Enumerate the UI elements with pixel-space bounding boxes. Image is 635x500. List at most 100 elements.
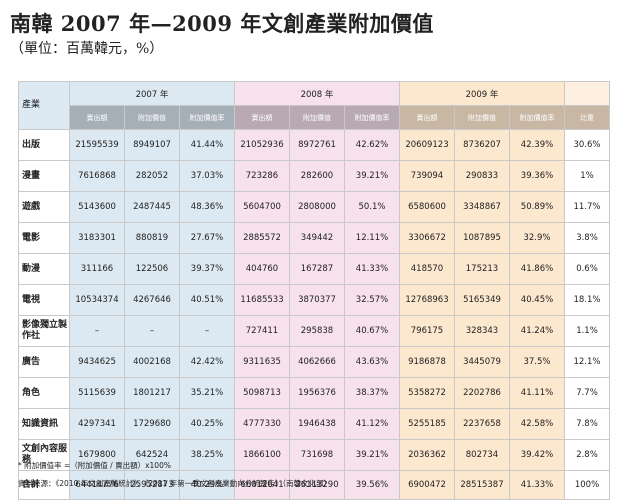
table-cell: 290833 [454,160,510,192]
row-label: 影像獨立製作社 [18,315,70,347]
value-added-header: 附加價值 [124,105,180,130]
table-cell: 41.33% [344,253,400,285]
table-cell: 42.58% [509,408,565,440]
table-cell: 282052 [124,160,180,192]
table-cell: 30.6% [564,129,610,161]
table-cell: 10534374 [69,284,125,316]
row-label: 出版 [18,129,70,161]
table-cell: 41.24% [509,315,565,347]
table-cell: 9186878 [399,346,455,378]
table-cell: 4062666 [289,346,345,378]
table-row: 文創內容服務 1679800 642524 38.25% 1866100 731698 39… [18,439,610,471]
table-cell: – [179,315,235,347]
table-cell: 18.1% [564,284,610,316]
table-cell: 11685533 [234,284,290,316]
table-cell: 26113290 [289,470,345,500]
table-cell: 32.57% [344,284,400,316]
table-cell: 39.21% [344,160,400,192]
table-cell: 9434625 [69,346,125,378]
table-cell: 39.37% [179,253,235,285]
table-cell: 3348867 [454,191,510,223]
table-row: 遊戲 5143600 2487445 48.36% 5604700 2808000 50.1… [18,191,610,223]
table-row: 角色 5115639 1801217 35.21% 5098713 1956376 38.3… [18,377,610,409]
table-cell: 739094 [399,160,455,192]
table-row: 漫畫 7616868 282052 37.03% 723286 282600 39.21% 7… [18,160,610,192]
table-cell: 48.36% [179,191,235,223]
row-label: 文創內容服務 [18,439,70,471]
page-title: 南韓 2007 年—2009 年文創產業附加價值 [10,11,434,36]
table-cell: 40.67% [344,315,400,347]
table-cell: 35.21% [179,377,235,409]
table-cell: 5143600 [69,191,125,223]
table-cell: 4777330 [234,408,290,440]
table-cell: 731698 [289,439,345,471]
table-cell: 39.36% [509,160,565,192]
table-cell: 122506 [124,253,180,285]
table-cell: 3870377 [289,284,345,316]
table-cell: 4297341 [69,408,125,440]
table-cell: 3445079 [454,346,510,378]
row-label: 動漫 [18,253,70,285]
value-added-rate-header: 附加價值率 [509,105,565,130]
table-cell: 2202786 [454,377,510,409]
table-cell: 66012641 [234,470,290,500]
table-cell: 175213 [454,253,510,285]
table-row: 出版 21595539 8949107 41.44% 21052936 8972761 42… [18,129,610,161]
table-cell: 41.12% [344,408,400,440]
table-cell: 39.21% [344,439,400,471]
table-cell: 39.42% [509,439,565,471]
table-cell: 802734 [454,439,510,471]
year-2009-header: 2009 年 [399,81,565,106]
table-cell: 64414776 [69,470,125,500]
table-cell: 40.51% [179,284,235,316]
table-cell: 9311635 [234,346,290,378]
table-cell: 37.5% [509,346,565,378]
value-added-rate-header: 附加價值率 [179,105,235,130]
table-cell: 2.8% [564,439,610,471]
table-cell: 7.8% [564,408,610,440]
table-cell: 2808000 [289,191,345,223]
table-cell: 727411 [234,315,290,347]
table-cell: 42.62% [344,129,400,161]
table-cell: 282600 [289,160,345,192]
table-cell: 11.7% [564,191,610,223]
table-cell: 1.1% [564,315,610,347]
table-body: 出版 21595539 8949107 41.44% 21052936 8972761 42… [18,129,610,500]
table-cell: 12768963 [399,284,455,316]
table-cell: 100% [564,470,610,500]
table-cell: 349442 [289,222,345,254]
sales-header: 賣出額 [69,105,125,130]
table-cell: 404760 [234,253,290,285]
value-added-table: 產業 2007 年 2008 年 2009 年 賣出額 附加價值 附加價值率 賣… [18,81,610,500]
sales-header: 賣出額 [234,105,290,130]
table-cell: 50.89% [509,191,565,223]
table-cell: 418570 [399,253,455,285]
table-cell: 2487445 [124,191,180,223]
table-cell: 39.56% [344,470,400,500]
table-cell: 5115639 [69,377,125,409]
sales-header: 賣出額 [399,105,455,130]
table-cell: 41.86% [509,253,565,285]
table-cell: 37.03% [179,160,235,192]
table-cell: 50.1% [344,191,400,223]
table-cell: 1866100 [234,439,290,471]
row-label: 合計 [18,470,70,500]
row-label: 漫畫 [18,160,70,192]
ratio-header: 比重 [564,105,610,130]
table-cell: 28515387 [454,470,510,500]
table-row: 影像獨立製作社 – – –727411 295838 40.67% 796175 328343… [18,315,610,347]
row-label: 角色 [18,377,70,409]
table-row: 電視 10534374 4267646 40.51% 11685533 3870377 32… [18,284,610,316]
table-cell: 41.11% [509,377,565,409]
table-cell: 41.44% [179,129,235,161]
table-cell: 1801217 [124,377,180,409]
table-cell: 6580600 [399,191,455,223]
table-cell: 311166 [69,253,125,285]
table-cell: – [69,315,125,347]
table-cell: 41.33% [509,470,565,500]
industry-header: 產業 [18,81,70,130]
table-cell: 2885572 [234,222,290,254]
table-row: 動漫 311166 122506 39.37% 404760 167287 41.33% 41… [18,253,610,285]
table-cell: 880819 [124,222,180,254]
table-cell: 6900472 [399,470,455,500]
